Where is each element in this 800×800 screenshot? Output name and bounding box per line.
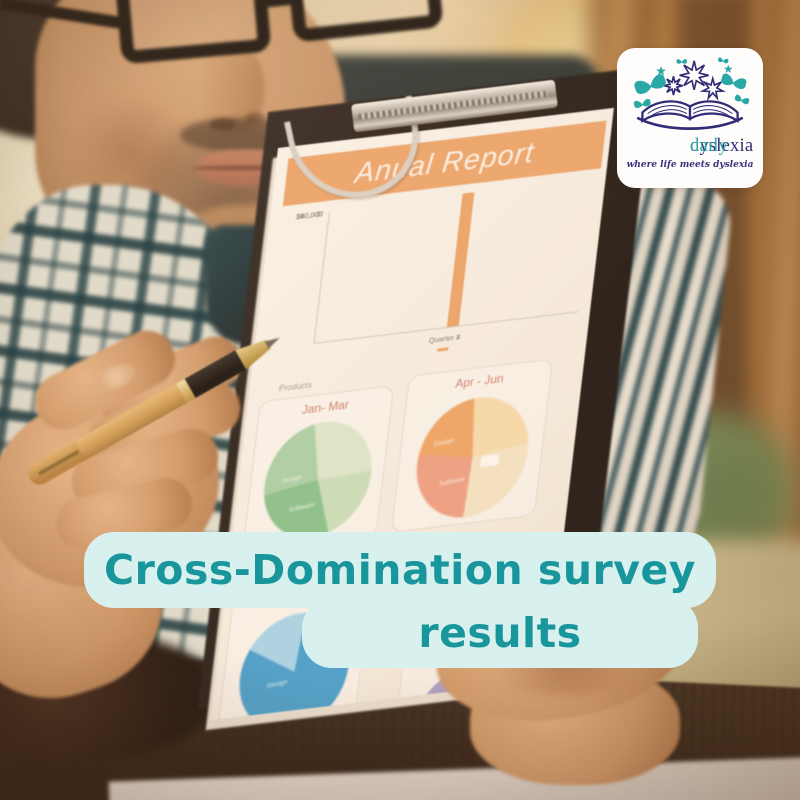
star-icon (663, 76, 683, 96)
pie-card-jan-mar: Jan- Mar Design Software (242, 385, 395, 553)
open-book-stars-butterflies-icon (633, 57, 750, 130)
man-nostril (245, 112, 265, 123)
pie-chart-apr-jun: Design Software (410, 391, 535, 524)
logo-tagline: where life meets dyslexia (626, 160, 754, 170)
pie-slice-label: Software (438, 475, 465, 489)
dyslexia-daily-logo: dyslexia daıly where life meets dyslexia (617, 48, 763, 188)
bar-chart-plot (313, 180, 594, 344)
headline-pill-line1: Cross-Domination survey (84, 532, 716, 608)
man-lip-line (192, 166, 292, 170)
butterflies (633, 57, 750, 109)
bar-chart-x-label: Products (278, 379, 313, 394)
bar (446, 216, 472, 328)
pie-slice-label: Design (433, 437, 454, 449)
pie-title: Apr - Jun (454, 371, 505, 391)
star-icon (656, 66, 666, 76)
pie-slice-label: Design (266, 678, 288, 690)
headline-text-line2: results (418, 609, 582, 657)
pie-callout-box (480, 454, 500, 468)
open-book (636, 100, 744, 130)
star-icon (679, 60, 709, 91)
pie-chart-jan-mar: Design Software (257, 415, 379, 544)
headline-pill-line2: results (302, 598, 698, 668)
star-icon (723, 64, 733, 73)
pie-slice-label: Design (281, 473, 303, 486)
headline-text-line1: Cross-Domination survey (104, 546, 696, 594)
pie-slice-label: Software (289, 501, 315, 515)
star-icon (699, 75, 726, 101)
pie-card-apr-jun: Apr - Jun Design Software (390, 358, 554, 533)
pie-title: Jan- Mar (301, 397, 350, 417)
